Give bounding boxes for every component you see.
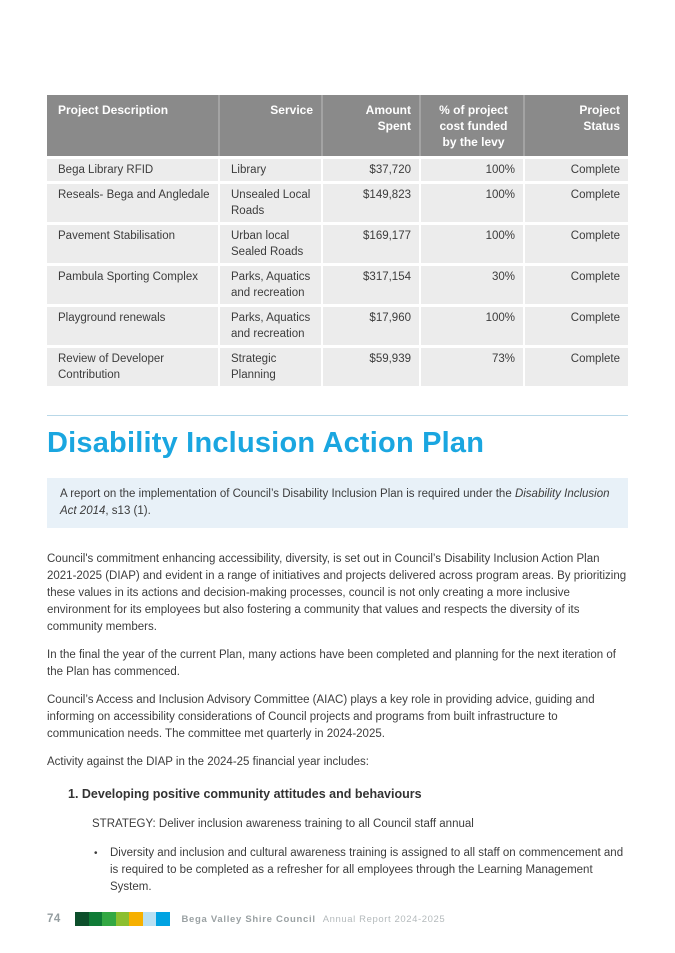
cell-service: Strategic Planning (220, 348, 323, 386)
bullet-item: • Diversity and inclusion and cultural a… (94, 845, 628, 896)
paragraph-aiac: Council’s Access and Inclusion Advisory … (47, 694, 595, 740)
legislation-callout: A report on the implementation of Counci… (47, 478, 628, 528)
table-row: Pavement Stabilisation Urban local Seale… (47, 225, 628, 263)
cell-amount: $37,720 (323, 159, 421, 181)
bullet-icon: • (94, 848, 98, 859)
header-project-status: Project Status (525, 95, 628, 156)
cell-service: Urban local Sealed Roads (220, 225, 323, 263)
page-title: Disability Inclusion Action Plan (47, 427, 485, 459)
callout-text: A report on the implementation of Counci… (60, 488, 515, 500)
footer-report-title: Annual Report 2024-2025 (322, 913, 446, 925)
levy-projects-table: Project Description Service Amount Spent… (47, 92, 628, 389)
cell-levy-percent: 73% (421, 348, 525, 386)
table-header-row: Project Description Service Amount Spent… (47, 95, 628, 156)
paragraph-commitment: Council's commitment enhancing accessibi… (47, 553, 627, 633)
cell-service: Library (220, 159, 323, 181)
paragraph-activity-intro: Activity against the DIAP in the 2024-25… (47, 756, 369, 768)
paragraph-final-year: In the final the year of the current Pla… (47, 649, 616, 678)
callout-text-end: , s13 (1). (105, 505, 151, 517)
cell-status: Complete (525, 307, 628, 345)
cell-project: Reseals- Bega and Angledale (47, 184, 220, 222)
cell-levy-percent: 100% (421, 184, 525, 222)
cell-status: Complete (525, 159, 628, 181)
cell-status: Complete (525, 225, 628, 263)
header-levy-percent: % of project cost funded by the levy (421, 95, 525, 156)
footer-brand: Bega Valley Shire Council (181, 913, 316, 925)
header-service: Service (220, 95, 323, 156)
table-row: Reseals- Bega and Angledale Unsealed Loc… (47, 184, 628, 222)
table-row: Playground renewals Parks, Aquatics and … (47, 307, 628, 345)
cell-amount: $149,823 (323, 184, 421, 222)
cell-amount: $59,939 (323, 348, 421, 386)
cell-amount: $17,960 (323, 307, 421, 345)
header-project-description: Project Description (47, 95, 220, 156)
cell-status: Complete (525, 184, 628, 222)
color-swatch (142, 912, 156, 926)
color-swatch (102, 912, 116, 926)
cell-project: Playground renewals (47, 307, 220, 345)
subsection-heading: 1. Developing positive community attitud… (68, 787, 422, 801)
cell-amount: $317,154 (323, 266, 421, 304)
color-swatch (115, 912, 129, 926)
cell-levy-percent: 100% (421, 225, 525, 263)
page-number: 74 (47, 913, 61, 925)
color-swatch (88, 912, 102, 926)
cell-service: Unsealed Local Roads (220, 184, 323, 222)
cell-project: Bega Library RFID (47, 159, 220, 181)
cell-service: Parks, Aquatics and recreation (220, 266, 323, 304)
cell-levy-percent: 30% (421, 266, 525, 304)
cell-amount: $169,177 (323, 225, 421, 263)
table-row: Review of Developer Contribution Strateg… (47, 348, 628, 386)
cell-project: Pambula Sporting Complex (47, 266, 220, 304)
header-amount-spent: Amount Spent (323, 95, 421, 156)
color-swatch (75, 912, 89, 926)
table-row: Bega Library RFID Library $37,720 100% C… (47, 159, 628, 181)
page-footer: 74 Bega Valley Shire Council Annual Repo… (47, 911, 628, 927)
page-content: Project Description Service Amount Spent… (47, 0, 628, 896)
bullet-text: Diversity and inclusion and cultural awa… (110, 847, 624, 893)
brand-color-strip (75, 912, 170, 926)
table-row: Pambula Sporting Complex Parks, Aquatics… (47, 266, 628, 304)
cell-status: Complete (525, 266, 628, 304)
cell-service: Parks, Aquatics and recreation (220, 307, 323, 345)
cell-levy-percent: 100% (421, 307, 525, 345)
color-swatch (129, 912, 143, 926)
color-swatch (156, 912, 170, 926)
cell-project: Review of Developer Contribution (47, 348, 220, 386)
cell-project: Pavement Stabilisation (47, 225, 220, 263)
section-divider (47, 415, 628, 416)
cell-status: Complete (525, 348, 628, 386)
cell-levy-percent: 100% (421, 159, 525, 181)
callout-act-name: Disability Inclusion Act 2014 (60, 488, 610, 517)
strategy-line: STRATEGY: Deliver inclusion awareness tr… (92, 818, 474, 830)
